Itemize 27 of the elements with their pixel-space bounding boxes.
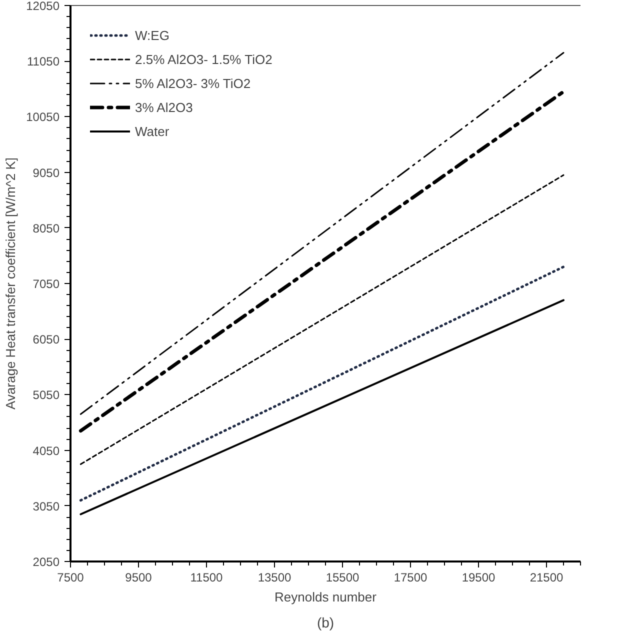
x-tick-label: 17500	[394, 570, 428, 584]
y-tick-label: 12050	[26, 0, 60, 13]
x-axis-title: Reynolds number	[274, 590, 378, 604]
x-tick-label: 15500	[326, 570, 360, 584]
y-tick-label: 10050	[26, 110, 60, 124]
y-tick-label: 3050	[32, 499, 60, 514]
legend-label: 2.5% Al2O3- 1.5% TiO2	[135, 52, 272, 66]
y-tick-label: 7050	[32, 277, 60, 291]
x-tick-label: 13500	[258, 570, 292, 584]
x-tick-label: 19500	[462, 570, 496, 584]
legend-label: 3% Al2O3	[135, 100, 193, 114]
y-tick-label: 8050	[32, 221, 60, 236]
y-tick-label: 11050	[27, 54, 60, 69]
y-tick-label: 6050	[32, 332, 60, 347]
y-tick-label: 9050	[32, 166, 60, 180]
y-tick-label: 5050	[32, 388, 60, 402]
x-tick-label: 9500	[125, 570, 152, 584]
legend-label: 5% Al2O3- 3% TiO2	[135, 76, 251, 90]
text: (b)	[316, 614, 334, 630]
x-tick-label: 7500	[57, 570, 84, 584]
x-tick-label: 11500	[190, 570, 224, 584]
x-tick-label: 21500	[530, 570, 564, 584]
y-axis-title: Avarage Heat transfer coefficient [W/m^2 K]	[3, 157, 18, 410]
legend-label: W:EG	[135, 28, 170, 42]
y-tick-label: 4050	[32, 444, 60, 458]
legend-label: Water	[135, 124, 170, 138]
y-tick-label: 2050	[32, 555, 60, 569]
